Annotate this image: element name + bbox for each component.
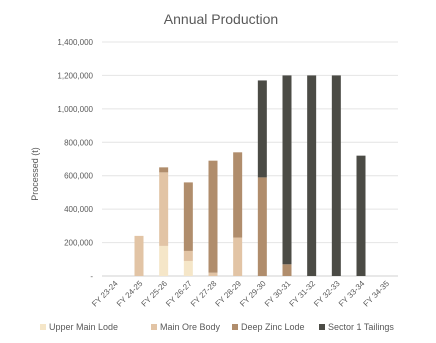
bar-segment	[282, 75, 292, 265]
legend-swatch	[319, 324, 325, 330]
bar-segment	[159, 172, 169, 246]
legend-swatch	[151, 324, 157, 330]
bar-segment	[331, 75, 341, 276]
bar-segment	[208, 272, 218, 276]
bar-segment	[183, 260, 193, 276]
gridlines	[102, 41, 398, 277]
bar-segment	[257, 177, 267, 276]
legend-label: Main Ore Body	[160, 322, 221, 332]
bars	[134, 75, 366, 276]
legend-swatch	[232, 324, 238, 330]
legend-label: Deep Zinc Lode	[241, 322, 305, 332]
legend: Upper Main Lode Main Ore Body Deep Zinc Lo…	[40, 322, 394, 332]
y-tick-label: 800,000	[64, 138, 93, 147]
y-axis-label: Processed (t)	[30, 147, 40, 201]
y-tick-label: 1,400,000	[57, 38, 93, 47]
bar-segment	[183, 250, 193, 261]
y-tick-label: 1,200,000	[57, 71, 93, 80]
bar-segment	[134, 235, 144, 276]
bar-segment	[233, 237, 243, 276]
y-tick-label: 1,000,000	[57, 105, 93, 114]
bar-segment	[307, 75, 317, 276]
chart-title: Annual Production	[164, 11, 278, 27]
y-tick-label: 200,000	[64, 239, 93, 248]
bar-segment	[356, 155, 366, 276]
bar-segment	[233, 152, 243, 238]
x-tick-label: FY 34-35	[362, 279, 392, 309]
y-tick-label: -	[90, 272, 93, 281]
bar-segment	[159, 245, 169, 276]
legend-swatch	[40, 324, 46, 330]
legend-label: Upper Main Lode	[49, 322, 118, 332]
bar-segment	[183, 182, 193, 251]
bar-segment	[208, 160, 218, 273]
bar-segment	[257, 80, 267, 178]
y-tick-label: 600,000	[64, 172, 93, 181]
bar-segment	[282, 264, 292, 276]
y-axis: - 200,000 400,000 600,000 800,000 1,000,000 1,…	[57, 38, 93, 281]
y-tick-label: 400,000	[64, 205, 93, 214]
bar-segment	[159, 167, 169, 173]
legend-label: Sector 1 Tailings	[328, 322, 394, 332]
